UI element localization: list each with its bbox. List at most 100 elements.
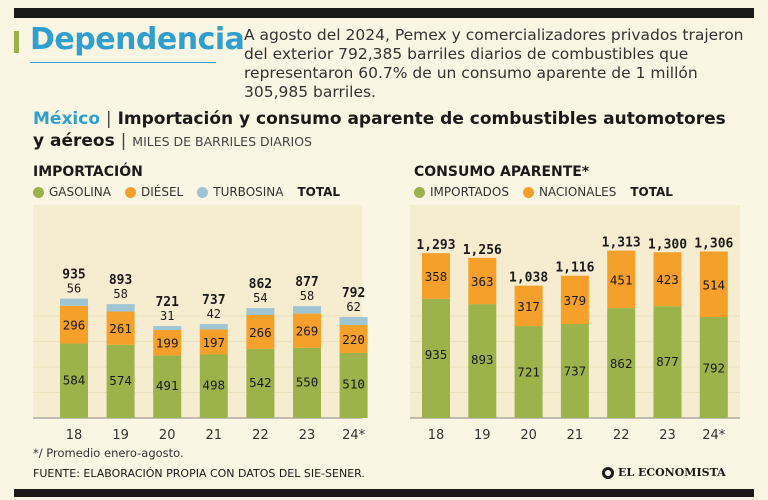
consumption-bar-nacionales-3 <box>560 275 589 325</box>
consumption-bar-nacionales-5 <box>653 252 682 307</box>
import-segment-label: 58 <box>113 287 127 301</box>
headline-underline <box>30 62 216 63</box>
consumption-total-label: 1,116 <box>555 261 594 276</box>
consumption-segment-label: 379 <box>564 293 587 308</box>
consumption-bar-nacionales-6 <box>699 251 728 318</box>
import-tick-label: 22 <box>252 428 269 443</box>
legend-label-nacionales: NACIONALES <box>538 185 617 199</box>
import-bar-gasolina-2 <box>153 355 182 418</box>
consumption-tick-label: 21 <box>567 428 584 443</box>
import-tick-label: 24* <box>342 428 366 443</box>
brand-name: EL ECONOMISTA <box>618 466 726 479</box>
import-legend: GASOLINA DIÉSEL TURBOSINA TOTAL <box>33 185 354 199</box>
units-separator: | <box>120 131 127 151</box>
legend-item-turbosina: TURBOSINA <box>197 185 284 199</box>
import-segment-label: 220 <box>342 332 365 347</box>
import-chart-label: IMPORTACIÓN <box>33 164 143 180</box>
import-segment-label: 197 <box>203 335 226 350</box>
consumption-segment-label: 862 <box>610 356 633 371</box>
import-segment-label: 54 <box>253 291 267 305</box>
consumption-tick-label: 20 <box>520 428 537 443</box>
consumption-bar-importados-1 <box>468 304 497 418</box>
consumption-segment-label: 451 <box>610 272 633 287</box>
turbosina-swatch-icon <box>197 186 209 198</box>
consumption-total-label: 1,306 <box>694 236 733 251</box>
import-segment-label: 542 <box>249 375 272 390</box>
consumption-tick-label: 19 <box>474 428 491 443</box>
import-bar-turbosina-3 <box>199 324 228 330</box>
consumption-tick-label: 18 <box>428 428 445 443</box>
consumption-segment-label: 935 <box>425 347 448 362</box>
import-segment-label: 31 <box>160 309 174 323</box>
import-bar-disel-1 <box>106 311 135 345</box>
import-tick-label: 19 <box>112 428 129 443</box>
consumption-tick-label: 23 <box>659 428 676 443</box>
import-bar-disel-5 <box>293 313 321 348</box>
consumption-segment-label: 721 <box>517 365 540 380</box>
legend-item-gasolina: GASOLINA <box>33 185 111 199</box>
consumption-segment-label: 792 <box>703 361 726 376</box>
import-segment-label: 261 <box>109 321 132 336</box>
import-bar-disel-2 <box>153 330 182 356</box>
legend-label-diesel: DIÉSEL <box>140 185 184 199</box>
chart-title: México | Importación y consumo aparente … <box>33 108 733 153</box>
consumption-segment-label: 358 <box>425 269 448 284</box>
consumption-bar-nacionales-2 <box>514 285 543 327</box>
consumption-segment-label: 317 <box>517 299 540 314</box>
import-bar-disel-0 <box>60 305 88 344</box>
import-total-label: 877 <box>295 275 318 290</box>
nacionales-swatch-icon <box>522 186 534 198</box>
import-total-label: 737 <box>202 293 225 308</box>
consumption-segment-label: 737 <box>564 364 587 379</box>
brand-logo: EL ECONOMISTA <box>602 466 726 479</box>
consumption-total-label: 1,313 <box>602 236 641 251</box>
import-bar-gasolina-4 <box>246 348 275 418</box>
consumption-total-label: 1,300 <box>648 237 687 252</box>
import-bar-gasolina-1 <box>106 344 135 418</box>
gasolina-swatch-icon <box>33 186 44 198</box>
consumption-bar-nacionales-1 <box>468 257 497 305</box>
title-units: MILES DE BARRILES DIARIOS <box>132 134 312 149</box>
import-bar-disel-6 <box>339 324 368 353</box>
consumption-bar-importados-4 <box>607 308 636 418</box>
consumption-segment-label: 514 <box>703 277 726 292</box>
bottom-rule <box>14 489 754 497</box>
title-separator: | <box>105 109 112 129</box>
import-total-label: 862 <box>249 277 272 292</box>
title-text: Importación y consumo aparente de combus… <box>33 109 726 151</box>
import-bar-gasolina-0 <box>60 343 88 418</box>
consumption-segment-label: 363 <box>471 274 494 289</box>
consumption-bar-nacionales-4 <box>607 250 636 309</box>
import-bar-turbosina-2 <box>153 326 182 331</box>
import-segment-label: 199 <box>156 336 179 351</box>
import-bar-gasolina-5 <box>293 347 321 418</box>
brand-mark-icon <box>602 466 614 479</box>
import-total-label: 721 <box>155 295 179 310</box>
top-rule <box>14 8 754 18</box>
legend-label-importados: IMPORTADOS <box>430 185 509 199</box>
import-segment-label: 296 <box>63 318 86 333</box>
import-segment-label: 269 <box>296 324 319 339</box>
consumption-chart-label: CONSUMO APARENTE* <box>414 164 590 180</box>
legend-total-import: TOTAL <box>297 185 341 199</box>
import-segment-label: 498 <box>203 377 226 392</box>
import-segment-label: 510 <box>342 377 365 392</box>
import-bar-turbosina-6 <box>339 317 368 325</box>
legend-item-diesel: DIÉSEL <box>124 185 184 199</box>
source-note: FUENTE: ELABORACIÓN PROPIA CON DATOS DEL… <box>33 467 365 480</box>
consumption-bar-importados-6 <box>699 317 728 418</box>
consumption-bar-importados-0 <box>422 298 450 418</box>
legend-label-turbosina: TURBOSINA <box>213 185 284 199</box>
import-bar-turbosina-1 <box>106 304 135 312</box>
import-segment-label: 62 <box>346 300 360 314</box>
import-bar-disel-4 <box>246 314 275 349</box>
consumption-total-label: 1,256 <box>463 243 502 258</box>
legend-label-gasolina: GASOLINA <box>49 185 111 199</box>
intro-text: A agosto del 2024, Pemex y comercializad… <box>244 26 744 101</box>
consumption-bar-nacionales-0 <box>422 253 450 299</box>
import-tick-label: 23 <box>299 428 316 443</box>
consumption-total-label: 1,038 <box>509 271 548 286</box>
import-segment-label: 42 <box>207 307 221 321</box>
import-tick-label: 18 <box>66 428 83 443</box>
